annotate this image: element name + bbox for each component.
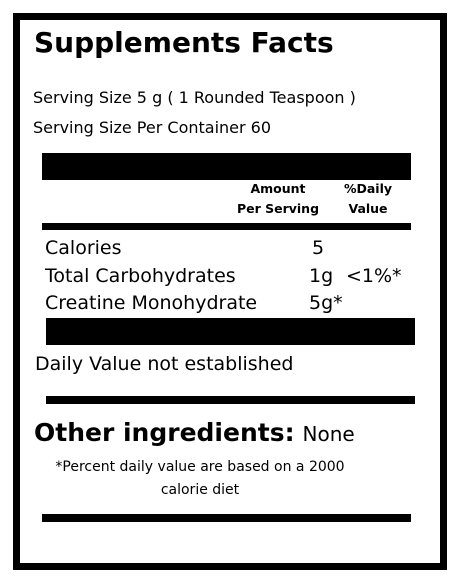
row-carbohydrates-name: Total Carbohydrates (45, 265, 236, 287)
row-calories-name: Calories (45, 237, 122, 259)
daily-value-column-header: %Daily Value (330, 179, 406, 219)
bottom-divider (42, 514, 411, 522)
row-creatine-name: Creatine Monohydrate (45, 292, 258, 314)
daily-value-note: Daily Value not established (35, 353, 294, 375)
row-carbohydrates-amount: 1g (309, 265, 334, 287)
row-creatine-amount: 5g* (309, 292, 343, 314)
columns-divider (42, 223, 411, 230)
other-ingredients-label: Other ingredients: (34, 418, 295, 447)
other-ingredients: Other ingredients: None (34, 418, 355, 447)
amount-column-header: Amount Per Serving (228, 179, 328, 219)
daily-header-line2: Value (348, 201, 388, 216)
amount-header-line2: Per Serving (236, 201, 320, 216)
serving-size: Serving Size 5 g ( 1 Rounded Teaspoon ) (33, 88, 356, 107)
row-calories-amount: 5 (312, 237, 325, 259)
amount-header-line1: Amount (250, 181, 306, 196)
label-title: Supplements Facts (34, 26, 334, 59)
nutrients-divider-thick (46, 318, 415, 345)
other-ingredients-value: None (302, 422, 355, 446)
header-divider-thick (42, 153, 411, 180)
servings-per-container: Serving Size Per Container 60 (33, 118, 272, 137)
row-carbohydrates-daily: <1%* (346, 265, 402, 287)
daily-header-line1: %Daily (343, 181, 393, 196)
footnote: *Percent daily value are based on a 2000… (55, 459, 345, 498)
supplement-facts-label (13, 13, 447, 570)
daily-note-divider (46, 396, 415, 404)
